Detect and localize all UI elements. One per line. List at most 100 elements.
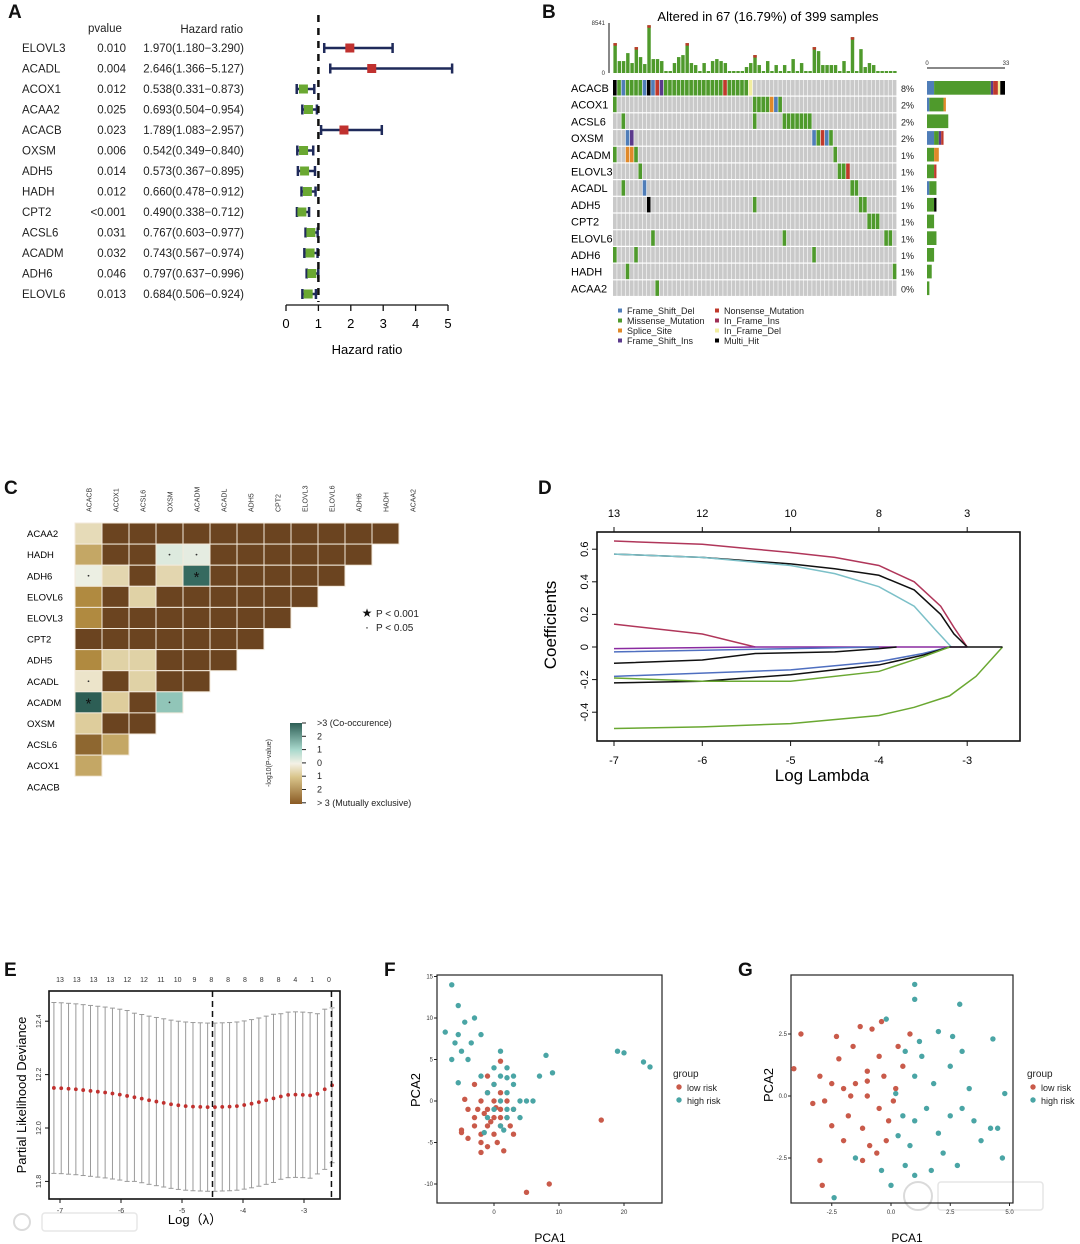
empty-cell	[803, 180, 808, 196]
hazard-ratio-text: 0.573(0.367−0.895)	[143, 166, 244, 178]
empty-cell	[663, 146, 668, 163]
empty-cell	[723, 230, 727, 246]
x-tick-label: 20	[621, 1210, 628, 1216]
empty-cell	[676, 163, 681, 179]
y-tick-label: 0.6	[579, 542, 591, 557]
empty-cell	[807, 163, 812, 179]
empty-cell	[761, 247, 765, 263]
hazard-ratio-marker	[306, 228, 316, 237]
y-tick-label: 0	[579, 644, 591, 650]
empty-cell	[850, 146, 855, 163]
pca-point	[455, 1080, 461, 1086]
pvalue: 0.012	[97, 84, 126, 96]
empty-cell	[892, 280, 897, 296]
empty-cell	[820, 196, 825, 213]
pca-point	[471, 1081, 478, 1088]
gene-count-bar-segment	[934, 81, 991, 95]
empty-cell	[668, 280, 672, 296]
empty-cell	[685, 96, 689, 113]
empty-cell	[676, 263, 681, 280]
empty-cell	[659, 213, 664, 230]
heatmap-cell	[209, 585, 238, 608]
panel-label-c: C	[4, 478, 18, 499]
row-label: ELOVL3	[27, 613, 63, 624]
empty-cell	[685, 196, 689, 213]
empty-cell	[617, 247, 621, 263]
deviance-point	[286, 1092, 291, 1097]
empty-cell	[807, 180, 812, 196]
empty-cell	[685, 280, 689, 296]
mutation-cell	[702, 80, 706, 96]
empty-cell	[727, 146, 732, 163]
empty-cell	[689, 213, 693, 230]
empty-cell	[888, 247, 893, 263]
coefficient-path	[613, 646, 897, 665]
top-bar	[855, 71, 859, 73]
empty-cell	[807, 80, 812, 96]
forest-row: ELOVL3 0.010 1.970(1.180−3.290)	[22, 43, 394, 55]
top-bar	[787, 71, 791, 73]
empty-cell	[723, 280, 727, 296]
gene-percent: 1%	[901, 251, 914, 261]
empty-cell	[863, 280, 867, 296]
empty-cell	[846, 280, 850, 296]
pca-point	[893, 1090, 899, 1097]
empty-cell	[841, 146, 846, 163]
empty-cell	[702, 196, 706, 213]
empty-cell	[867, 80, 871, 96]
empty-cell	[812, 196, 816, 213]
deviance-point	[235, 1104, 239, 1109]
pca-point	[491, 1131, 497, 1137]
pca-point	[468, 1040, 474, 1046]
pca-point	[912, 1073, 918, 1079]
gene-count-bar-segment	[927, 248, 935, 262]
empty-cell	[613, 180, 617, 196]
heatmap-cell	[182, 522, 211, 545]
empty-cell	[748, 113, 753, 129]
mutation-cell	[778, 96, 782, 113]
empty-cell	[850, 196, 855, 213]
empty-cell	[786, 247, 791, 263]
heatmap-cell	[101, 543, 130, 566]
top-bar	[660, 61, 664, 73]
empty-cell	[791, 96, 795, 113]
y-tick-label: 0.2	[579, 607, 591, 622]
top-tick-label: 12	[696, 508, 708, 520]
empty-cell	[786, 180, 791, 196]
gene-percent: 1%	[901, 268, 914, 278]
pca-point	[912, 981, 918, 988]
pca-point	[864, 1068, 870, 1074]
heatmap-cell	[209, 564, 238, 587]
empty-cell	[837, 196, 842, 213]
empty-cell	[693, 230, 698, 246]
empty-cell	[651, 130, 655, 146]
empty-cell	[685, 230, 689, 246]
column-label: ACSL6	[141, 490, 148, 512]
empty-cell	[880, 163, 884, 179]
empty-cell	[799, 280, 804, 296]
empty-cell	[651, 163, 655, 179]
empty-cell	[786, 263, 791, 280]
deviance-point	[73, 1087, 78, 1092]
empty-cell	[892, 80, 897, 96]
top-bar	[689, 63, 694, 73]
row-label: ACADL	[27, 677, 59, 688]
empty-cell	[892, 247, 897, 263]
empty-cell	[625, 163, 630, 179]
empty-cell	[829, 180, 833, 196]
empty-cell	[816, 146, 821, 163]
heatmap-cell	[101, 585, 130, 608]
y-axis-title: Coefficients	[541, 581, 560, 670]
deviance-point	[103, 1090, 108, 1095]
pca-point	[883, 1016, 889, 1022]
hazard-ratio-text: 0.490(0.338−0.712)	[143, 207, 244, 219]
pca-point	[876, 1105, 882, 1112]
heatmap-cell	[155, 606, 184, 630]
empty-cell	[888, 146, 893, 163]
top-bar	[893, 71, 897, 73]
empty-cell	[812, 230, 816, 246]
empty-cell	[740, 146, 744, 163]
gene-count-bar-segment	[997, 81, 1001, 95]
mutation-cell	[617, 80, 621, 96]
top-bar	[791, 59, 795, 73]
